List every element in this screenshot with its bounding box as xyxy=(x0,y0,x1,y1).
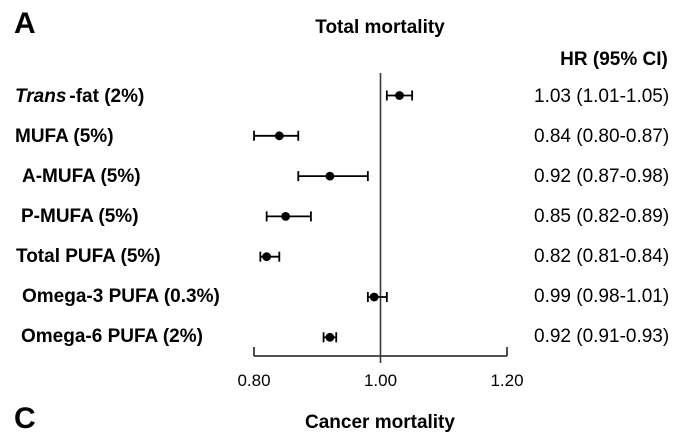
row-label-total-pufa: Total PUFA (5%) xyxy=(13,245,161,269)
row-label-a-mufa: A-MUFA (5%) xyxy=(19,165,141,189)
x-axis-tick-label-120: 1.20 xyxy=(490,371,524,390)
hr-ci-column-header: HR (95% CI) xyxy=(560,49,668,70)
point-estimate xyxy=(281,212,291,221)
row-label-italic-part: Trans xyxy=(15,86,67,107)
row-label-mufa: MUFA (5%) xyxy=(12,125,114,149)
x-axis-tick-label-100: 1.00 xyxy=(363,371,398,390)
hr-value-p-mufa: 0.85 (0.82-0.89) xyxy=(534,206,670,227)
row-label-omega-3-pufa: Omega-3 PUFA (0.3%) xyxy=(19,285,220,309)
panel-label-c: C xyxy=(14,402,36,435)
row-label-p-mufa: P-MUFA (5%) xyxy=(18,205,139,229)
row-label-omega-6-pufa: Omega-6 PUFA (2%) xyxy=(18,325,203,349)
row-label-text: MUFA (5%) xyxy=(15,126,114,147)
hr-value-trans-fat: 1.03 (1.01-1.05) xyxy=(534,86,670,107)
point-estimate xyxy=(262,252,272,262)
point-estimate xyxy=(395,91,404,100)
point-estimate xyxy=(325,332,335,342)
row-label-text: -fat (2%) xyxy=(69,86,145,107)
row-label-trans-fat: Trans -fat (2%) xyxy=(15,85,144,109)
point-estimate xyxy=(274,131,284,141)
row-label-text: Omega-6 PUFA (2%) xyxy=(21,326,203,347)
hr-value-omega-3-pufa: 0.99 (0.98-1.01) xyxy=(534,286,670,307)
hr-value-a-mufa: 0.92 (0.87-0.98) xyxy=(534,166,670,187)
hr-value-mufa: 0.84 (0.80-0.87) xyxy=(534,126,670,147)
hr-value-total-pufa: 0.82 (0.81-0.84) xyxy=(534,246,670,267)
row-label-text: P-MUFA (5%) xyxy=(21,206,139,227)
point-estimate xyxy=(325,171,335,181)
panel-a-title: Total mortality xyxy=(315,17,445,38)
panel-c-title: Cancer mortality xyxy=(305,412,455,433)
row-label-text: A-MUFA (5%) xyxy=(22,166,141,187)
row-label-text: Omega-3 PUFA (0.3%) xyxy=(22,286,220,307)
hr-value-omega-6-pufa: 0.92 (0.91-0.93) xyxy=(534,326,670,347)
row-label-text: Total PUFA (5%) xyxy=(16,246,161,267)
x-axis-tick-label-080: 0.80 xyxy=(237,371,271,390)
point-estimate xyxy=(369,292,379,302)
panel-label-a: A xyxy=(14,7,36,40)
